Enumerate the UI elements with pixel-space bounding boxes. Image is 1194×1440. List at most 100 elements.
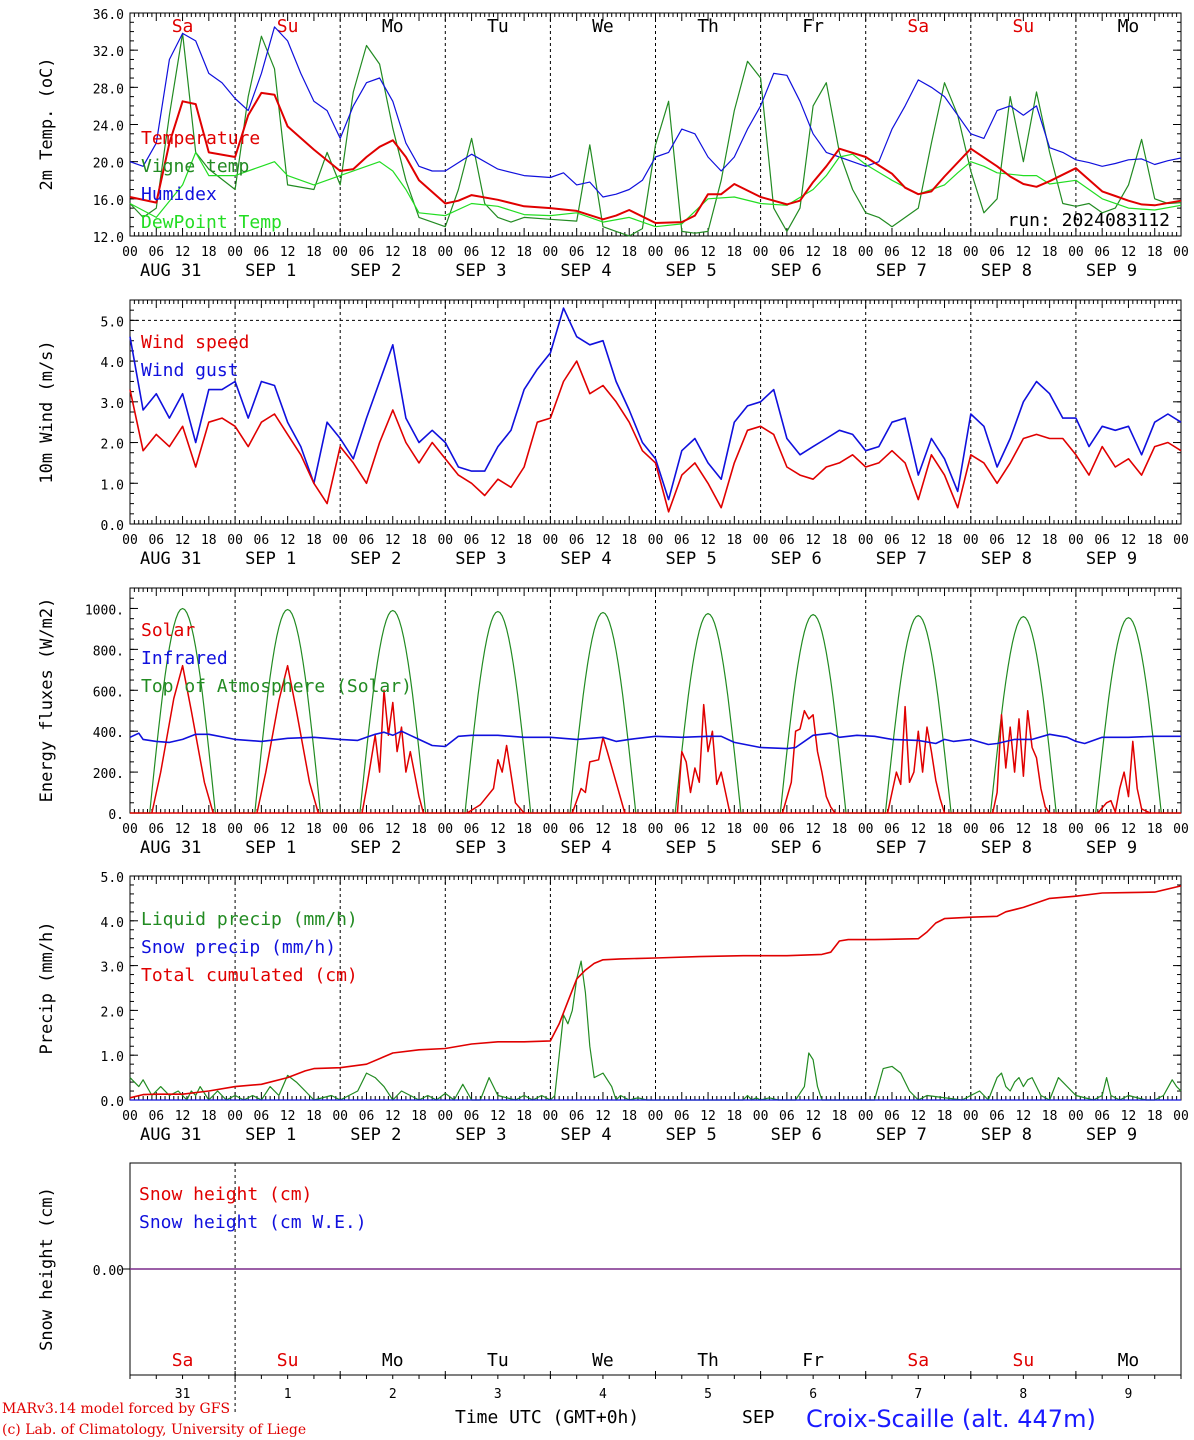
y-tick-label: 3.0 [101, 961, 124, 976]
x-tick-label: 18 [201, 822, 217, 837]
x-tick-label: 06 [569, 822, 585, 837]
x-tick-label: 06 [884, 533, 900, 548]
y-tick-label: 1.0 [101, 1050, 124, 1065]
x-tick-label: 12 [490, 245, 506, 260]
x-tick-label: 12 [910, 822, 926, 837]
date-label: SEP 2 [350, 549, 401, 569]
series-line-humidex [129, 26, 1182, 198]
x-tick-label: 12 [280, 533, 296, 548]
date-label: SEP 6 [771, 1125, 822, 1145]
weekday-label: Th [697, 1350, 719, 1371]
x-tick-label: 00 [1068, 1109, 1084, 1124]
series-line-top-of-atmosphere [655, 612, 761, 814]
x-tick-label: 06 [674, 822, 690, 837]
day-number-label: 8 [1019, 1387, 1027, 1402]
series-line-top-of-atmosphere [865, 614, 971, 814]
y-tick-label: 36.0 [93, 8, 124, 23]
x-tick-label: 06 [359, 1109, 375, 1124]
date-label: SEP 1 [245, 549, 296, 569]
series-line-solar [991, 709, 1051, 814]
x-tick-label: 18 [1042, 822, 1058, 837]
x-tick-label: 00 [227, 822, 243, 837]
day-number-label: 5 [704, 1387, 712, 1402]
y-tick-label: 5.0 [101, 315, 124, 330]
x-tick-label: 18 [621, 1109, 637, 1124]
plot-frame [129, 299, 1182, 525]
series-line-liquid [129, 960, 1182, 1101]
x-tick-label: 06 [148, 822, 164, 837]
series-line-top-of-atmosphere [340, 609, 446, 814]
date-label: SEP 2 [350, 1125, 401, 1145]
date-label: SEP 9 [1086, 549, 1137, 569]
day-number-label: 7 [914, 1387, 922, 1402]
x-tick-label: 18 [726, 1109, 742, 1124]
y-tick-label: 0.00 [93, 1264, 124, 1279]
x-tick-label: 00 [753, 1109, 769, 1124]
x-tick-label: 00 [1068, 533, 1084, 548]
x-tick-label: 18 [621, 822, 637, 837]
weekday-label: Mo [1118, 1350, 1140, 1371]
x-tick-label: 18 [306, 245, 322, 260]
x-tick-label: 06 [359, 822, 375, 837]
x-tick-label: 00 [437, 533, 453, 548]
x-tick-label: 00 [1173, 1109, 1189, 1124]
x-tick-label: 06 [254, 533, 270, 548]
day-number-label: 31 [175, 1387, 191, 1402]
x-tick-label: 06 [779, 533, 795, 548]
date-label: SEP 3 [455, 1125, 506, 1145]
x-tick-label: 18 [201, 533, 217, 548]
x-tick-label: 00 [122, 822, 138, 837]
y-tick-label: 4.0 [101, 356, 124, 371]
y-axis-title: Snow height (cm) [37, 1187, 57, 1351]
legend-entry: Wind gust [141, 360, 239, 381]
copyright-credit: (c) Lab. of Climatology, University of L… [2, 1422, 306, 1438]
series-line-solar [676, 703, 731, 814]
weekday-label: Sa [907, 16, 929, 37]
series-line-vigne-temp [129, 32, 1182, 237]
y-tick-label: 4.0 [101, 916, 124, 931]
series-line-total [129, 885, 1182, 1099]
weekday-label: Su [1013, 16, 1035, 37]
legend-entry: Snow height (cm) [139, 1184, 312, 1205]
y-tick-label: 400. [93, 726, 124, 741]
day-number-label: 1 [284, 1387, 292, 1402]
wind-panel: 0.0 1.0 2.0 3.0 4.0 5.0 10m Wind (m/s) 00 06 12 18… [37, 299, 1189, 569]
x-tick-label: 00 [753, 533, 769, 548]
x-tick-label: 12 [490, 822, 506, 837]
date-label: SEP 3 [455, 838, 506, 858]
x-tick-label: 06 [989, 822, 1005, 837]
x-tick-label: 06 [674, 1109, 690, 1124]
y-tick-label: 32.0 [93, 45, 124, 60]
weekday-label: Tu [487, 16, 509, 37]
date-label: SEP 5 [666, 261, 717, 281]
date-label: SEP 6 [771, 549, 822, 569]
x-tick-label: 18 [411, 1109, 427, 1124]
weekday-label: Su [277, 1350, 299, 1371]
series-line-solar [571, 736, 626, 814]
day-number-label: 2 [389, 1387, 397, 1402]
series-line-dewpoint-temp [129, 151, 1182, 228]
x-tick-label: 06 [148, 533, 164, 548]
date-label: SEP 7 [876, 838, 927, 858]
date-label: SEP 3 [455, 549, 506, 569]
x-tick-label: 18 [306, 822, 322, 837]
x-tick-label: 12 [595, 1109, 611, 1124]
x-tick-label: 12 [1016, 245, 1032, 260]
x-tick-label: 12 [700, 1109, 716, 1124]
x-tick-label: 12 [385, 533, 401, 548]
x-tick-label: 00 [1068, 245, 1084, 260]
x-tick-label: 00 [543, 1109, 559, 1124]
x-tick-label: 00 [227, 533, 243, 548]
y-tick-label: 24.0 [93, 120, 124, 135]
month-label: SEP [742, 1407, 775, 1428]
x-tick-label: 06 [569, 1109, 585, 1124]
date-label: SEP 9 [1086, 838, 1137, 858]
x-tick-label: 12 [700, 822, 716, 837]
x-tick-label: 00 [858, 245, 874, 260]
x-tick-label: 12 [595, 245, 611, 260]
x-tick-label: 12 [910, 245, 926, 260]
legend-entry: Liquid precip (mm/h) [141, 909, 358, 930]
x-tick-label: 18 [306, 1109, 322, 1124]
date-label: SEP 9 [1086, 261, 1137, 281]
